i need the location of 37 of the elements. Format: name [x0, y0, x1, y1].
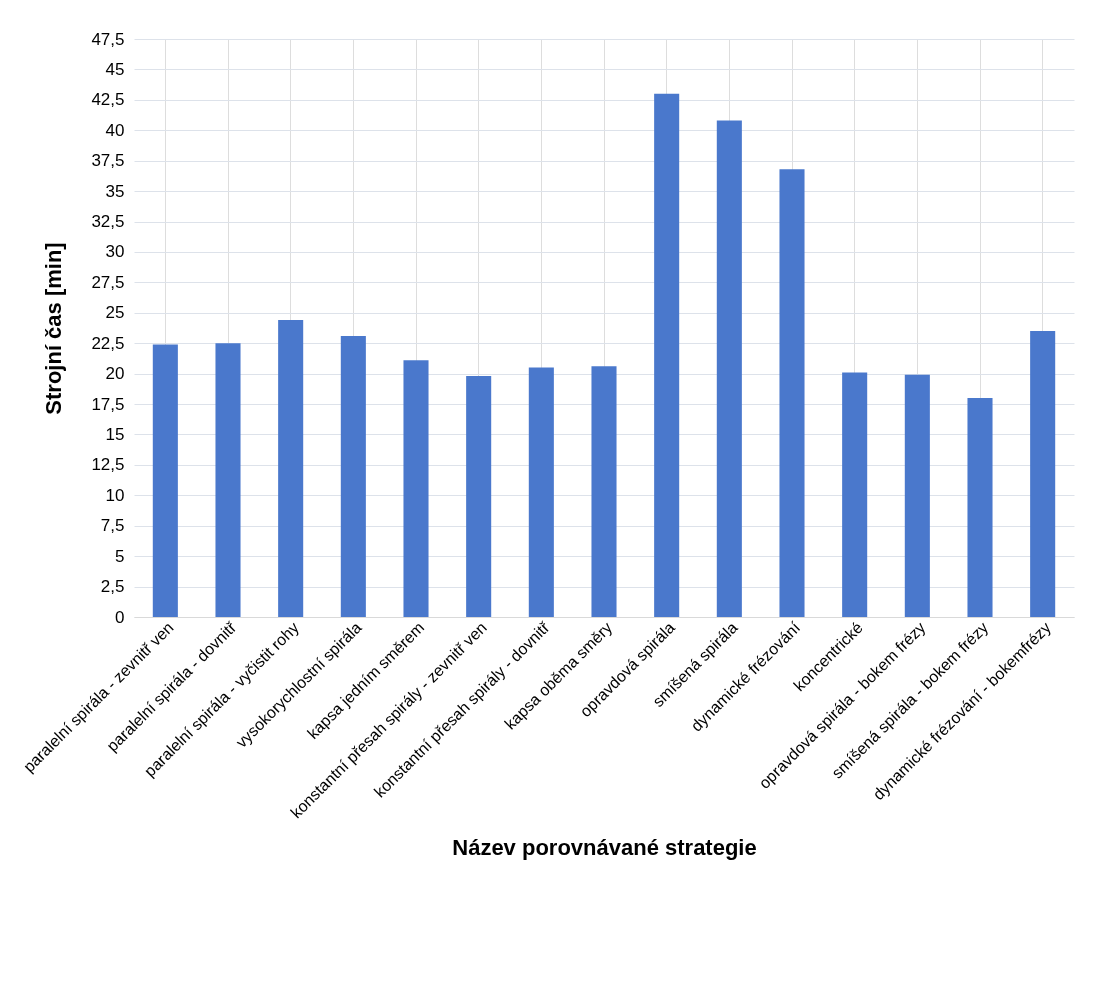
y-tick-label: 45 — [105, 59, 125, 79]
bar — [591, 366, 617, 617]
bar — [1030, 331, 1056, 617]
y-tick-label: 42,5 — [91, 90, 125, 110]
y-tick-label: 17,5 — [91, 394, 125, 414]
y-tick-label: 47,5 — [91, 29, 125, 49]
y-tick-label: 25 — [105, 303, 125, 323]
bar — [716, 120, 742, 617]
y-tick-label: 37,5 — [91, 151, 125, 171]
bar — [654, 93, 680, 617]
bar — [215, 343, 241, 617]
bar — [466, 376, 492, 617]
y-tick-label: 5 — [115, 546, 125, 566]
y-tick-label: 40 — [105, 120, 125, 140]
bar — [340, 335, 366, 617]
y-tick-label: 12,5 — [91, 455, 125, 475]
x-axis-title: Název porovnávané strategie — [452, 834, 757, 860]
bar — [904, 374, 930, 617]
bar — [779, 169, 805, 617]
bar — [278, 320, 304, 617]
y-tick-label: 20 — [105, 364, 125, 384]
bar — [842, 372, 868, 617]
y-tick-label: 30 — [105, 242, 125, 262]
y-tick-label: 32,5 — [91, 212, 125, 232]
y-tick-label: 27,5 — [91, 272, 125, 292]
bar — [403, 360, 429, 617]
y-axis-title: Strojní čas [min] — [41, 242, 67, 415]
y-tick-label: 35 — [105, 181, 125, 201]
bar — [528, 367, 554, 617]
bar — [152, 344, 178, 617]
y-tick-label: 7,5 — [100, 516, 125, 536]
y-tick-label: 0 — [115, 607, 125, 627]
y-tick-label: 2,5 — [100, 577, 125, 597]
y-tick-label: 22,5 — [91, 333, 125, 353]
y-tick-label: 10 — [105, 485, 125, 505]
bar — [967, 397, 993, 617]
y-tick-label: 15 — [105, 424, 125, 444]
